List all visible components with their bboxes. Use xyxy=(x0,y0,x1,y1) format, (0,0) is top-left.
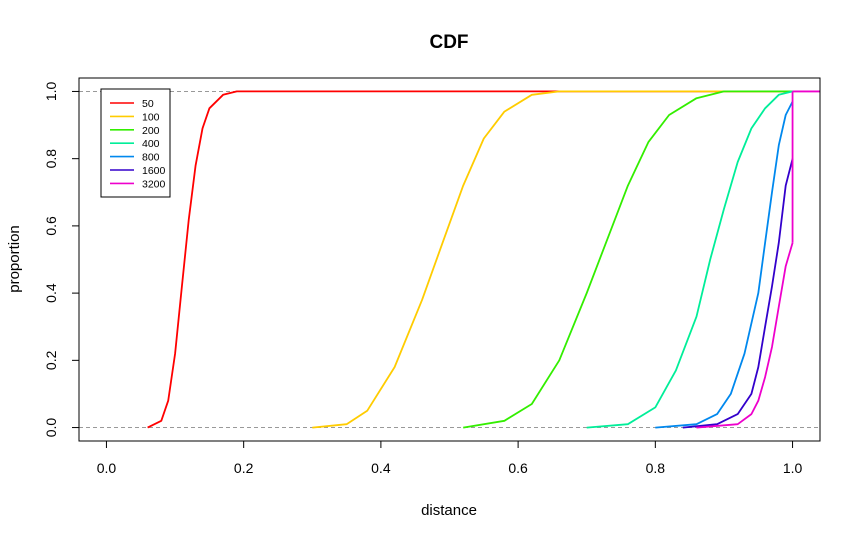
series-line-200 xyxy=(463,90,793,429)
y-tick-label: 0.2 xyxy=(43,350,59,370)
x-tick-label: 0.8 xyxy=(646,460,666,476)
x-axis-label: distance xyxy=(421,502,477,519)
y-tick-label: 1.0 xyxy=(43,82,59,102)
x-tick-label: 0.0 xyxy=(97,460,117,476)
y-axis: 0.0 0.2 0.4 0.6 0.8 1.0 xyxy=(43,82,80,438)
x-tick-label: 0.4 xyxy=(371,460,391,476)
chart-title: CDF xyxy=(429,32,468,53)
legend-label-200: 200 xyxy=(142,125,160,137)
legend-label-100: 100 xyxy=(142,111,160,123)
y-tick-label: 0.8 xyxy=(43,149,59,169)
plot-box xyxy=(78,77,821,442)
reference-lines xyxy=(79,90,820,429)
x-tick-label: 0.2 xyxy=(234,460,254,476)
legend-box xyxy=(100,88,171,198)
y-tick-label: 0.0 xyxy=(43,418,59,438)
x-axis: 0.0 0.2 0.4 0.6 0.8 1.0 xyxy=(97,440,803,476)
x-tick-label: 0.6 xyxy=(508,460,528,476)
x-tick-label: 1.0 xyxy=(783,460,803,476)
legend-label-800: 800 xyxy=(142,152,160,164)
series-line-1600 xyxy=(682,158,794,429)
series-line-3200 xyxy=(696,242,794,429)
series-line-400 xyxy=(586,90,793,429)
y-tick-label: 0.4 xyxy=(43,283,59,303)
legend-label-1600: 1600 xyxy=(142,165,166,177)
series-line-100 xyxy=(312,90,793,429)
legend-label-3200: 3200 xyxy=(142,178,166,190)
legend-label-400: 400 xyxy=(142,138,160,150)
y-tick-label: 0.6 xyxy=(43,216,59,236)
y-axis-label: proportion xyxy=(6,225,23,293)
series-line-800 xyxy=(655,101,794,429)
series-line-50 xyxy=(147,90,793,429)
series-layer xyxy=(147,90,820,429)
legend-label-50: 50 xyxy=(142,98,154,110)
